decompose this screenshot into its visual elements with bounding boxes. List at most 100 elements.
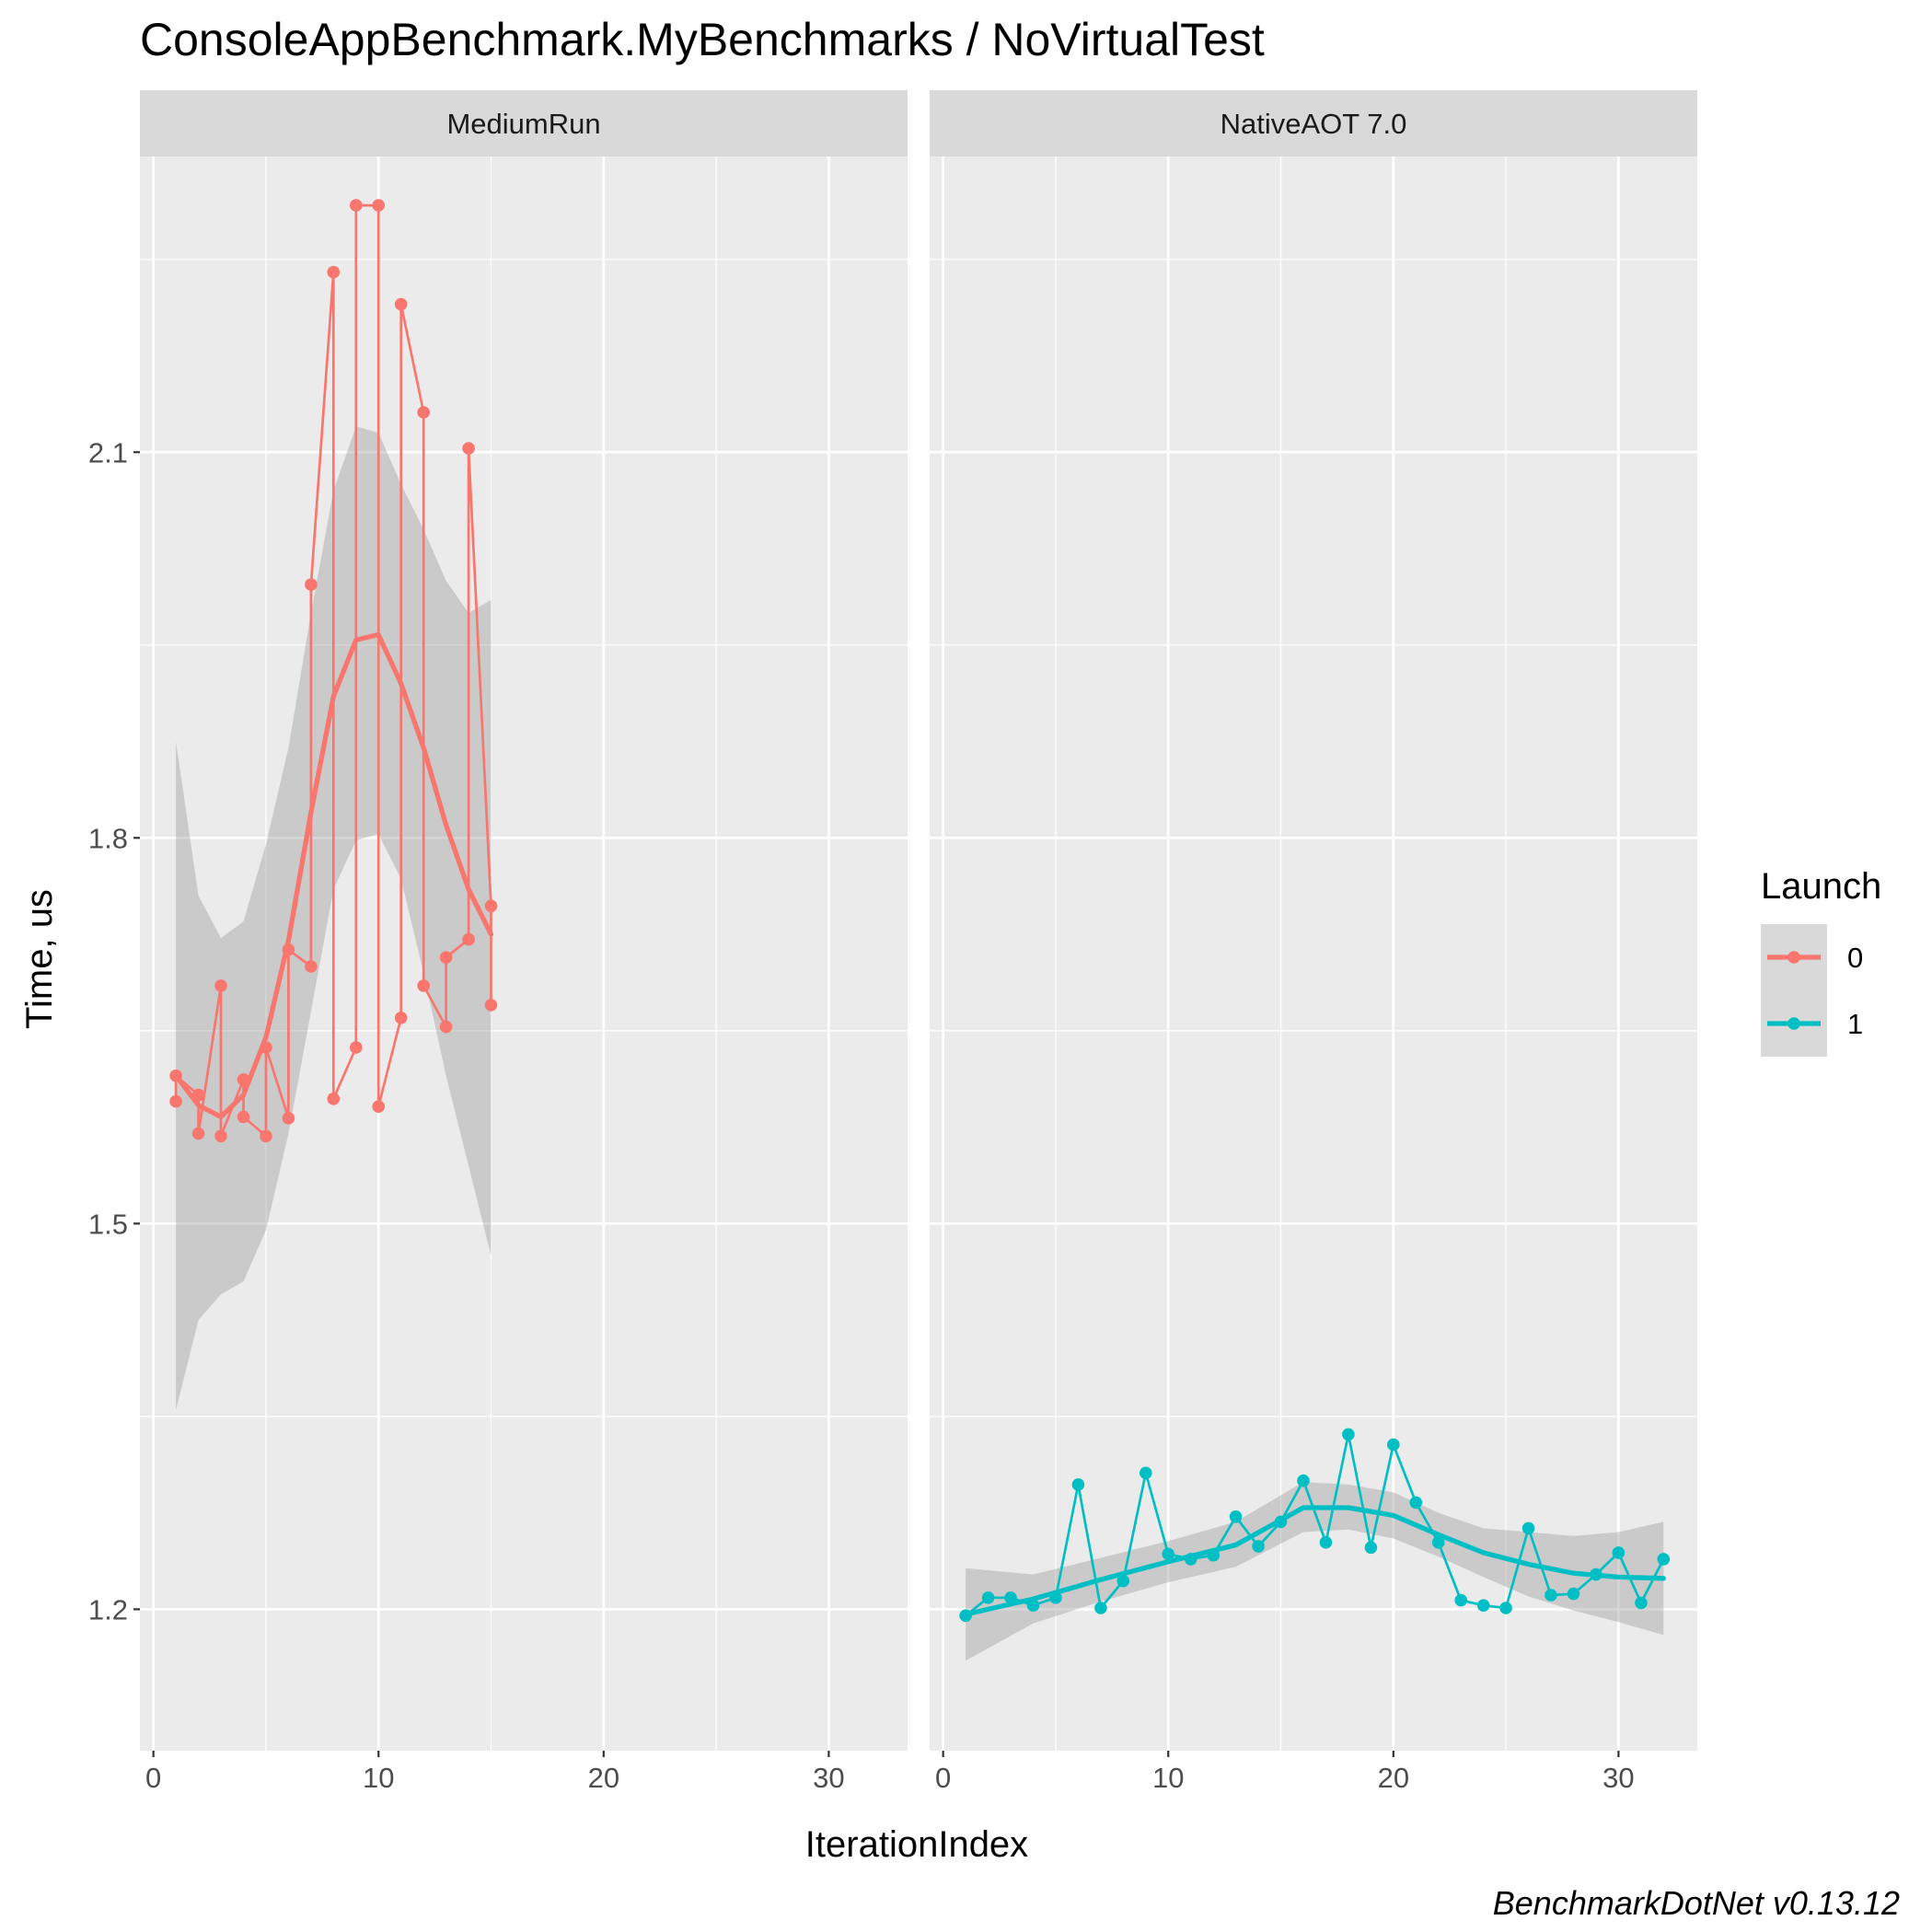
data-point (1431, 1535, 1445, 1549)
data-point (462, 442, 475, 455)
data-point (327, 1093, 341, 1105)
legend-key-point (1787, 1017, 1800, 1030)
data-point (1229, 1510, 1243, 1523)
legend-key-point (1787, 951, 1800, 964)
data-point (237, 1073, 250, 1086)
y-tick-label: 1.5 (88, 1208, 128, 1240)
legend-label: 0 (1847, 942, 1863, 974)
data-point (1004, 1591, 1017, 1604)
data-point (959, 1609, 972, 1623)
data-point (282, 1112, 295, 1125)
data-point (1274, 1515, 1288, 1529)
data-point (305, 578, 318, 591)
data-point (169, 1069, 182, 1082)
data-point (1454, 1593, 1467, 1607)
data-point (1544, 1589, 1557, 1602)
data-point (1184, 1553, 1197, 1566)
data-point (282, 943, 295, 956)
legend-label: 1 (1847, 1008, 1863, 1040)
data-point (1567, 1587, 1580, 1601)
data-point (191, 1088, 205, 1102)
confidence-band (176, 426, 492, 1410)
confidence-band (966, 1482, 1664, 1661)
x-tick-label: 10 (363, 1762, 394, 1794)
data-point (1252, 1540, 1265, 1553)
data-point (1590, 1568, 1602, 1581)
data-point (1387, 1438, 1400, 1452)
data-point (372, 1100, 386, 1113)
y-tick-label: 2.1 (88, 436, 128, 469)
x-tick-label: 10 (1152, 1762, 1184, 1794)
data-point (439, 1020, 453, 1034)
data-point (417, 979, 431, 992)
data-point (1521, 1521, 1535, 1535)
data-point (981, 1591, 995, 1604)
data-point (1140, 1466, 1152, 1480)
legend: Launch 0 1 (1761, 866, 1881, 1057)
data-point (372, 199, 386, 212)
data-point (394, 297, 408, 311)
data-point (260, 1041, 272, 1054)
data-point (1319, 1535, 1333, 1549)
data-point (1657, 1553, 1671, 1566)
x-axis-title: IterationIndex (805, 1824, 1028, 1865)
data-point (1409, 1496, 1423, 1510)
smooth-line (173, 631, 494, 1120)
series-line (965, 1433, 1665, 1617)
x-tick-label: 30 (813, 1762, 844, 1794)
data-point (1364, 1541, 1378, 1555)
panel-background (140, 156, 908, 1751)
caption: BenchmarkDotNet v0.13.12 (1493, 1884, 1900, 1922)
data-point (350, 199, 363, 212)
y-tick-label: 1.8 (88, 822, 128, 854)
data-point (260, 1129, 272, 1143)
data-point (1116, 1574, 1130, 1588)
series-line (174, 203, 492, 1138)
legend-title: Launch (1761, 866, 1881, 907)
panel-background (930, 156, 1697, 1751)
smooth-line (963, 1505, 1666, 1617)
data-point (462, 932, 475, 946)
data-point (350, 1041, 363, 1054)
chart-title: ConsoleAppBenchmark.MyBenchmarks / NoVir… (140, 14, 1265, 65)
x-tick-label: 20 (588, 1762, 619, 1794)
y-tick-label: 1.2 (88, 1593, 128, 1625)
data-point (1297, 1474, 1310, 1487)
facet-strip (930, 90, 1697, 156)
data-point (1612, 1546, 1625, 1559)
data-point (1026, 1599, 1040, 1612)
data-point (484, 899, 498, 913)
legend-entry: 0 (1761, 924, 1863, 990)
data-point (327, 265, 341, 279)
x-tick-label: 30 (1602, 1762, 1634, 1794)
data-point (394, 1012, 408, 1024)
data-point (1207, 1548, 1220, 1562)
data-point (1476, 1599, 1490, 1612)
x-tick-label: 20 (1378, 1762, 1409, 1794)
data-point (484, 999, 498, 1012)
data-point (169, 1094, 182, 1108)
data-point (1071, 1478, 1085, 1491)
panel-2: NativeAOT 7.0 0 10 20 30 (930, 90, 1697, 1794)
data-point (439, 951, 453, 964)
data-point (214, 979, 227, 992)
y-axis-title: Time, us (19, 889, 60, 1029)
data-point (1635, 1596, 1648, 1610)
data-point (417, 406, 431, 419)
facet-strip (140, 90, 908, 156)
data-point (305, 960, 318, 973)
data-point (1094, 1602, 1107, 1614)
data-point (1162, 1547, 1174, 1561)
facet-strip-label: NativeAOT 7.0 (1221, 108, 1407, 140)
data-point (214, 1129, 227, 1143)
facet-strip-label: MediumRun (446, 108, 600, 140)
data-point (191, 1127, 205, 1140)
data-point (1342, 1428, 1355, 1441)
legend-entry: 1 (1761, 990, 1863, 1057)
x-tick-label: 0 (935, 1762, 951, 1794)
data-point (1049, 1591, 1062, 1604)
panel-1: MediumRun 1.2 1.5 1.8 2.1 0 10 20 30 (88, 90, 908, 1794)
data-point (1499, 1602, 1512, 1614)
